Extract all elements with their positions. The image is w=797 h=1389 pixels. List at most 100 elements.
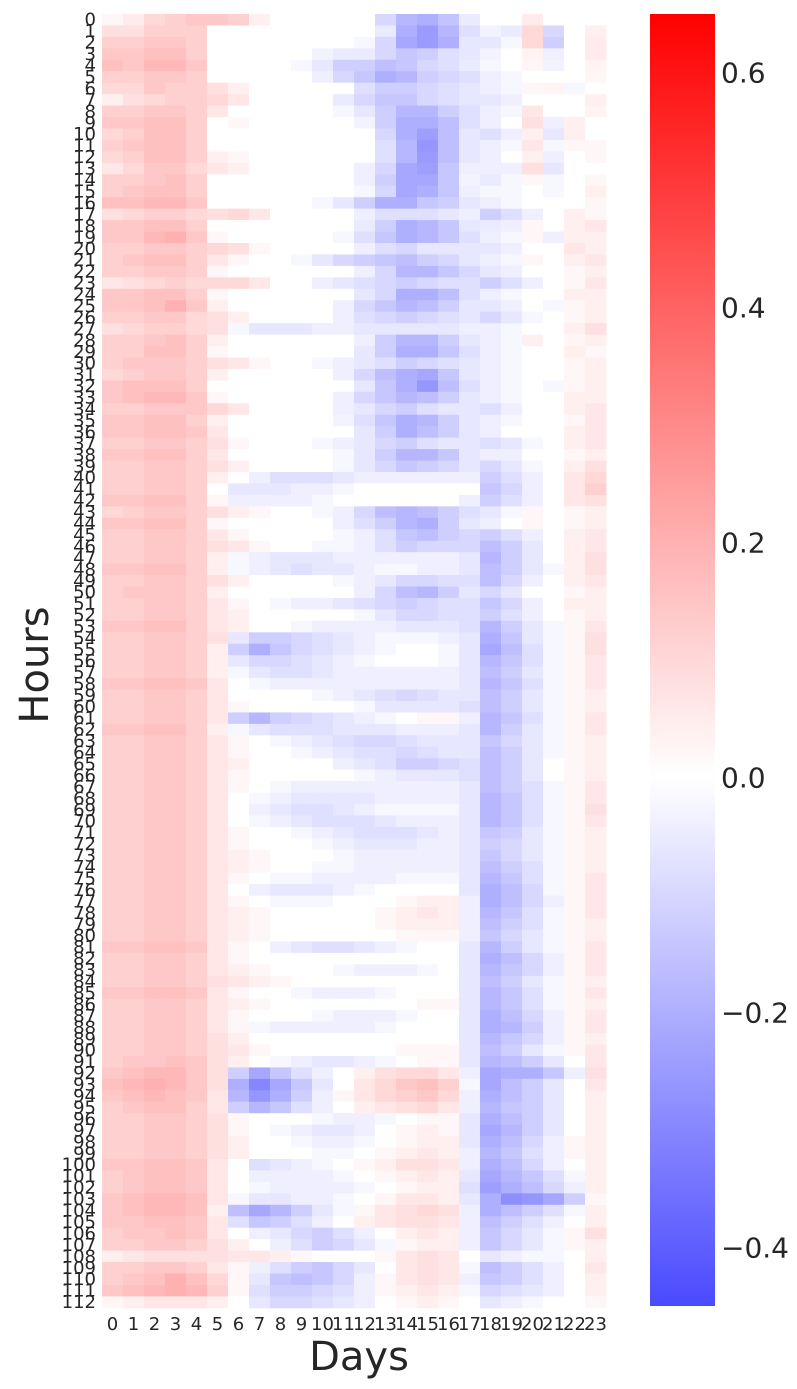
heatmap-cell [501, 94, 523, 106]
heatmap-cell [144, 1055, 166, 1068]
heatmap-cell [501, 987, 523, 1000]
heatmap-cell [312, 849, 334, 862]
heatmap-cell [501, 1159, 523, 1171]
heatmap-cell [522, 151, 544, 164]
heatmap-cell [144, 1284, 166, 1297]
heatmap-cell [501, 243, 523, 255]
heatmap-cell [312, 678, 334, 690]
heatmap-cell [186, 1067, 208, 1080]
heatmap-cell [438, 563, 460, 576]
heatmap-cell [207, 1090, 229, 1103]
heatmap-cell [564, 1090, 586, 1103]
heatmap-cell [207, 25, 229, 38]
heatmap-cell [585, 472, 607, 484]
heatmap-cell [102, 1170, 124, 1183]
heatmap-cell [459, 414, 481, 427]
heatmap-cell [186, 723, 208, 736]
heatmap-cell [270, 792, 292, 805]
heatmap-cell [396, 941, 418, 954]
heatmap-cell [480, 460, 502, 473]
heatmap-cell [270, 414, 292, 427]
heatmap-cell [333, 105, 355, 118]
heatmap-cell [543, 506, 565, 519]
heatmap-cell [102, 666, 124, 679]
heatmap-cell [501, 540, 523, 553]
heatmap-cell [270, 1078, 292, 1091]
heatmap-cell [480, 185, 502, 198]
heatmap-cell [228, 48, 250, 61]
heatmap-cell [375, 872, 397, 885]
heatmap-cell [228, 1113, 250, 1126]
heatmap-cell [417, 1010, 439, 1022]
heatmap-cell [291, 1136, 313, 1148]
y-tick-label: 45 [73, 525, 96, 546]
heatmap-cell [165, 895, 187, 908]
heatmap-cell [270, 1090, 292, 1103]
heatmap-cell [417, 1193, 439, 1206]
heatmap-cell [186, 849, 208, 862]
heatmap-cell [123, 151, 145, 164]
y-tick-label: 85 [73, 983, 96, 1004]
heatmap-cell [564, 472, 586, 484]
heatmap-cell [249, 1227, 271, 1240]
heatmap-cell [459, 746, 481, 759]
y-tick-label: 61 [73, 708, 96, 729]
heatmap-cell [522, 701, 544, 713]
heatmap-cell [123, 1136, 145, 1148]
heatmap-cell [312, 1010, 334, 1022]
heatmap-cell [396, 472, 418, 484]
heatmap-cell [207, 1284, 229, 1297]
heatmap-cell [396, 94, 418, 106]
heatmap-cell [207, 620, 229, 633]
heatmap-cell [186, 117, 208, 129]
heatmap-cell [480, 655, 502, 668]
heatmap-cell [291, 1250, 313, 1263]
heatmap-cell [501, 71, 523, 84]
heatmap-cell [438, 804, 460, 816]
heatmap-cell [417, 403, 439, 416]
heatmap-cell [522, 1159, 544, 1171]
heatmap-cell [228, 1067, 250, 1080]
heatmap-cell [102, 975, 124, 988]
heatmap-cell [207, 964, 229, 977]
heatmap-cell [291, 231, 313, 244]
heatmap-cell [312, 1227, 334, 1240]
heatmap-cell [480, 368, 502, 381]
heatmap-cell [123, 678, 145, 690]
heatmap-cell [522, 1170, 544, 1183]
heatmap-cell [459, 895, 481, 908]
heatmap-cell [375, 1262, 397, 1274]
heatmap-cell [228, 197, 250, 210]
heatmap-cell [228, 815, 250, 828]
heatmap-cell [522, 1101, 544, 1114]
heatmap-cell [396, 300, 418, 313]
heatmap-cell [354, 346, 376, 358]
heatmap-cell [165, 48, 187, 61]
heatmap-cell [354, 151, 376, 164]
heatmap-cell [144, 208, 166, 221]
heatmap-cell [228, 849, 250, 862]
heatmap-cell [396, 552, 418, 564]
heatmap-cell [333, 735, 355, 748]
heatmap-cell [249, 964, 271, 977]
heatmap-cell [312, 643, 334, 656]
heatmap-cell [144, 346, 166, 358]
heatmap-cell [585, 517, 607, 530]
heatmap-cell [417, 48, 439, 61]
heatmap-cell [375, 1250, 397, 1263]
heatmap-cell [249, 426, 271, 439]
heatmap-cell [165, 632, 187, 645]
heatmap-cell [186, 701, 208, 713]
heatmap-cell [543, 975, 565, 988]
heatmap-cell [501, 552, 523, 564]
heatmap-cell [438, 105, 460, 118]
heatmap-cell [270, 300, 292, 313]
heatmap-cell [102, 460, 124, 473]
heatmap-cell [312, 1204, 334, 1217]
heatmap-cell [522, 678, 544, 690]
heatmap-cell [312, 472, 334, 484]
heatmap-cell [480, 1216, 502, 1229]
heatmap-cell [228, 311, 250, 324]
heatmap-cell [249, 952, 271, 965]
heatmap-cell [564, 14, 586, 26]
